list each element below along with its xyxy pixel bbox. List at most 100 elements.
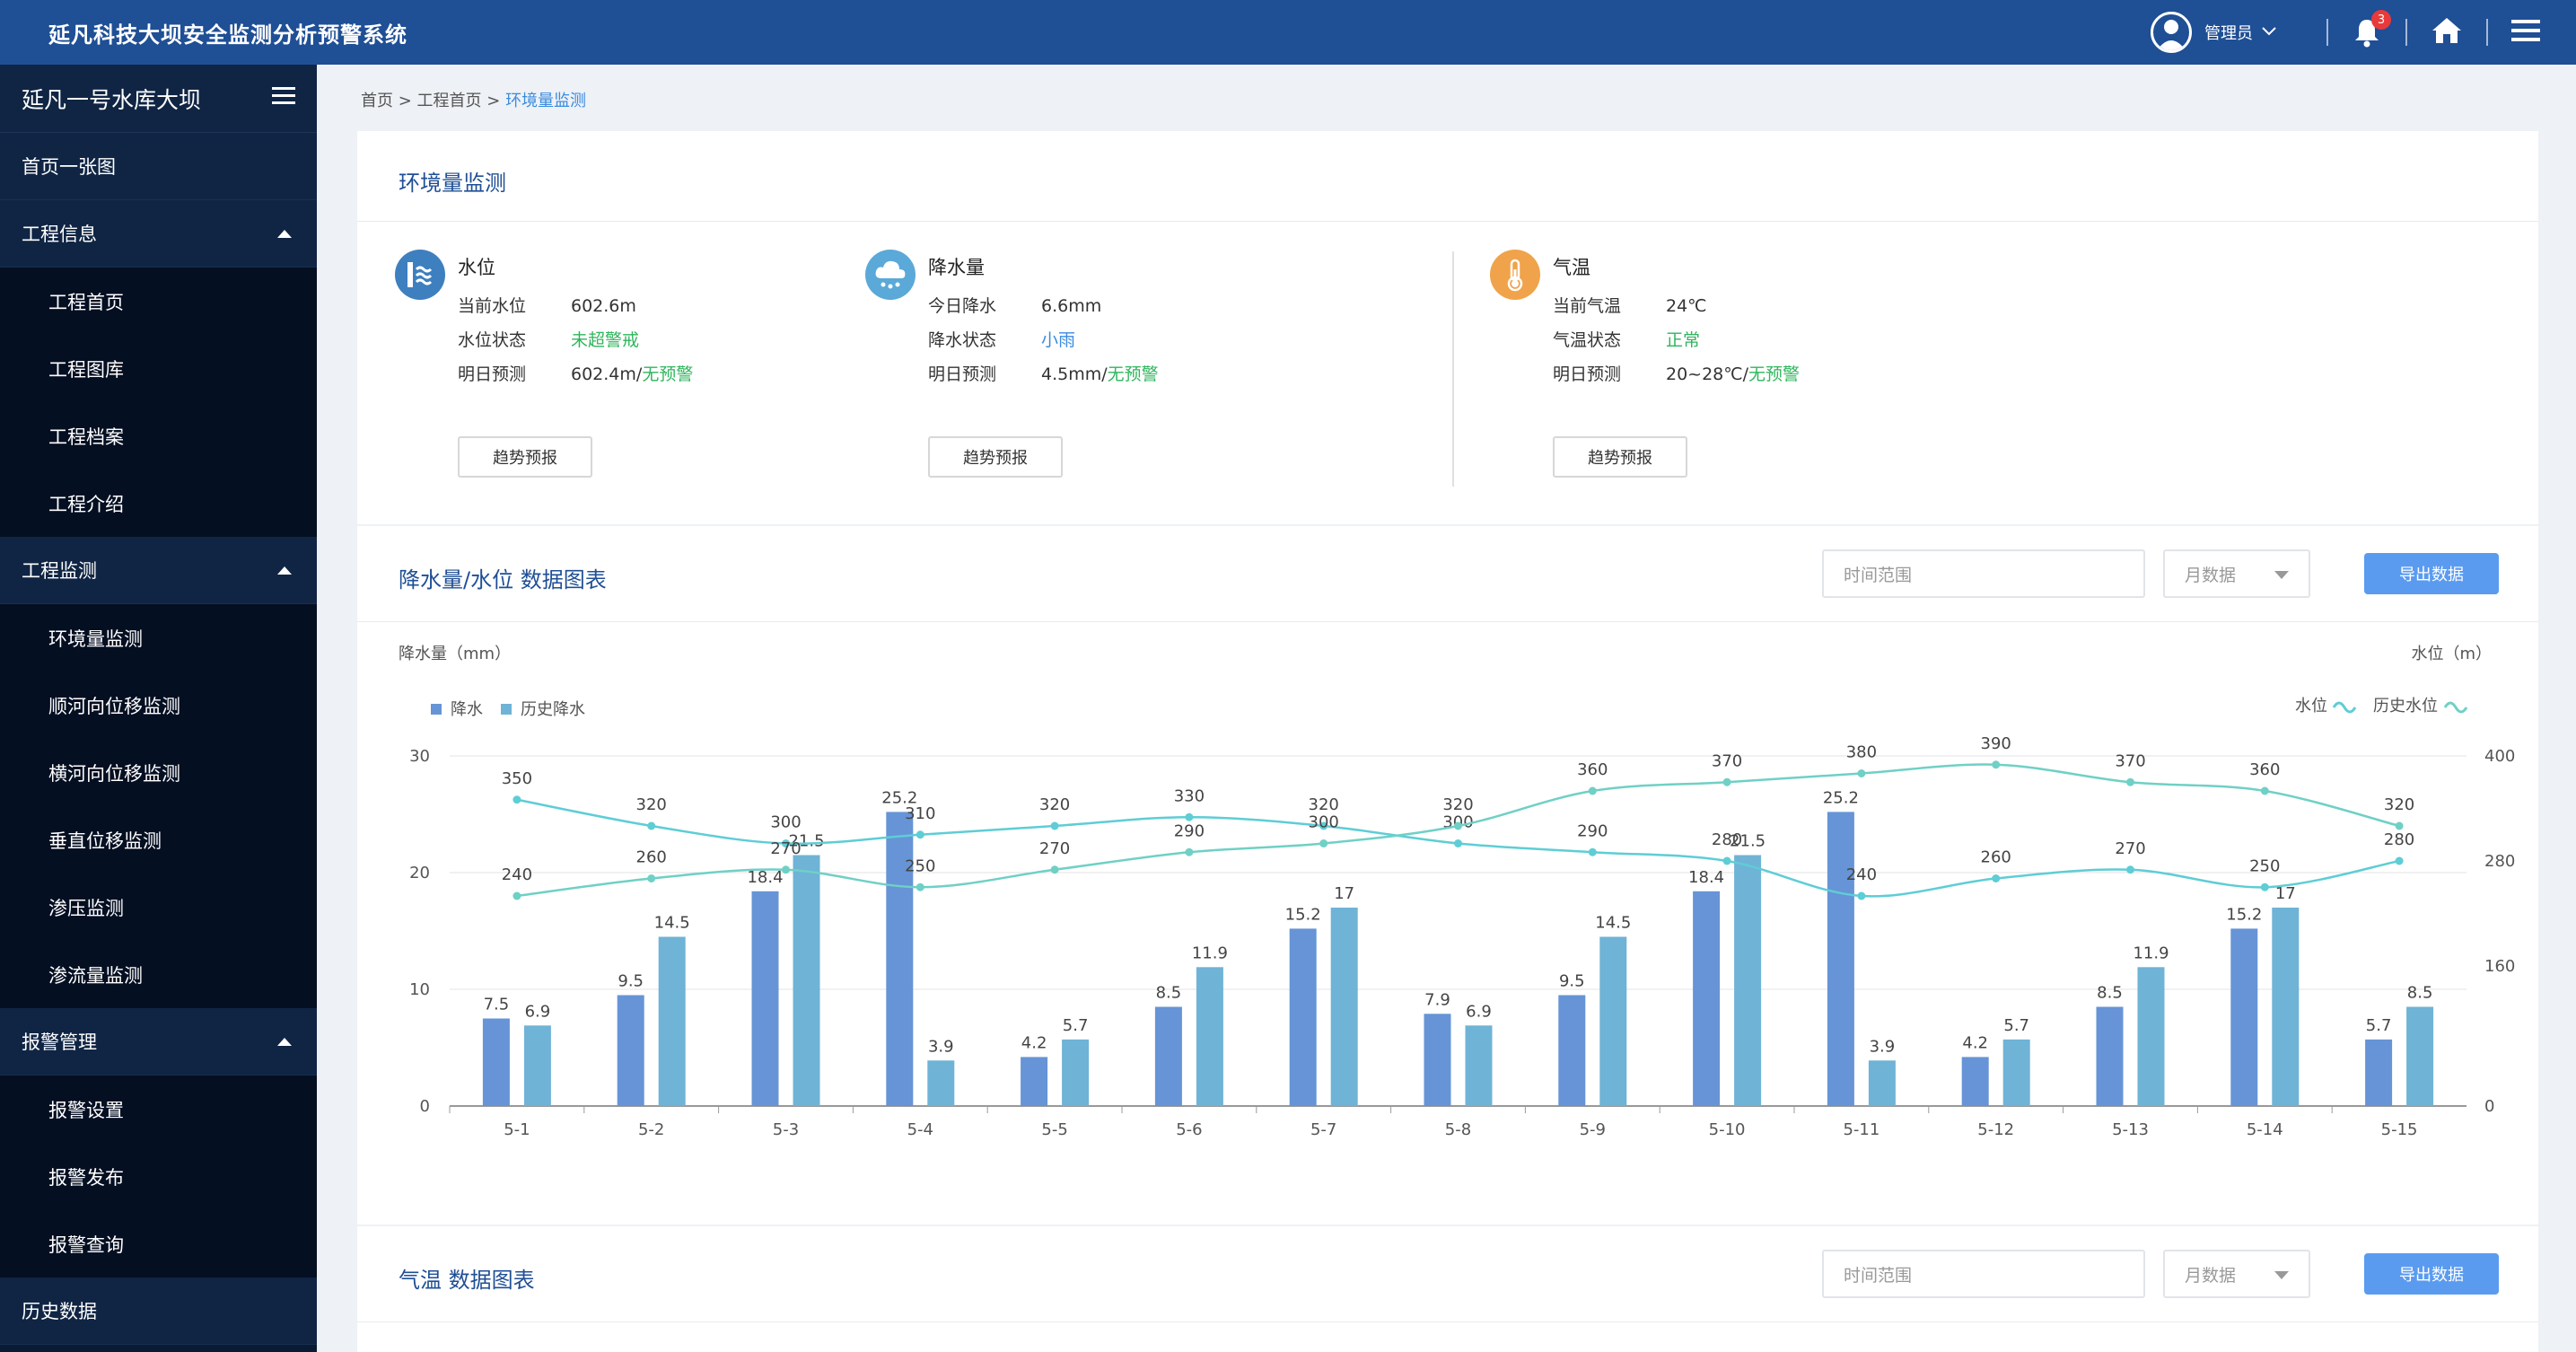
water-trend-button[interactable]: 趋势预报 [458, 436, 592, 478]
sidebar-item-label: 报警管理 [22, 1032, 97, 1053]
y-tick-label: 0 [420, 1097, 430, 1116]
x-tick-label: 5-15 [2381, 1120, 2418, 1139]
bar-hist-rain [1734, 855, 1762, 1106]
bar-label: 3.9 [928, 1037, 954, 1056]
sidebar-item-3[interactable]: 工程图库 [0, 335, 317, 402]
temperature-name: 气温 [1553, 257, 1590, 278]
sidebar-item-14[interactable]: 报警设置 [0, 1075, 317, 1143]
bar-label: 17 [1334, 884, 1354, 903]
bar-label: 14.5 [1595, 914, 1631, 933]
bar-rain [2096, 1006, 2124, 1106]
y-tick-label: 30 [409, 747, 430, 766]
sidebar-item-6[interactable]: 工程监测 [0, 537, 317, 604]
bar-label: 14.5 [654, 914, 690, 933]
temp-period-select[interactable]: 月数据 [2163, 1250, 2310, 1298]
sidebar-item-16[interactable]: 报警查询 [0, 1210, 317, 1277]
env-card-title: 环境量监测 [399, 171, 506, 196]
caret-up-icon[interactable] [277, 229, 292, 238]
bar-label: 5.7 [1063, 1016, 1089, 1035]
sidebar-item-4[interactable]: 工程档案 [0, 402, 317, 470]
chevron-down-icon[interactable] [2262, 25, 2276, 40]
sidebar-item-12[interactable]: 渗流量监测 [0, 941, 317, 1008]
x-tick-label: 5-8 [1445, 1120, 1471, 1139]
line-label: 290 [1174, 821, 1205, 840]
bar-label: 8.5 [2407, 984, 2433, 1003]
line-label: 290 [1577, 821, 1608, 840]
rain-trend-button[interactable]: 趋势预报 [928, 436, 1063, 478]
x-tick-label: 5-6 [1176, 1120, 1202, 1139]
notification-bell-icon[interactable]: 3 [2352, 10, 2391, 48]
menu-icon[interactable] [2511, 18, 2540, 48]
home-icon[interactable] [2431, 16, 2463, 49]
x-tick-label: 5-11 [1843, 1120, 1879, 1139]
bar-rain [2230, 928, 2258, 1106]
bar-label: 8.5 [1156, 984, 1182, 1003]
divider [2405, 19, 2407, 46]
bar-hist-rain [1330, 908, 1358, 1106]
breadcrumb-home[interactable]: 首页 [361, 92, 393, 110]
bar-label: 5.7 [2366, 1016, 2392, 1035]
caret-up-icon[interactable] [277, 566, 292, 575]
sidebar-item-label: 工程介绍 [48, 493, 124, 515]
caret-up-icon[interactable] [277, 1037, 292, 1046]
user-avatar-icon[interactable] [2151, 12, 2192, 53]
sidebar-item-8[interactable]: 顺河向位移监测 [0, 672, 317, 739]
bar-label: 7.9 [1424, 990, 1450, 1009]
sidebar-item-5[interactable]: 工程介绍 [0, 470, 317, 537]
sidebar-item-label: 环境量监测 [48, 628, 143, 650]
bar-label: 15.2 [2226, 905, 2262, 924]
bar-rain [1827, 812, 1854, 1106]
rain-period-select[interactable]: 月数据 [2163, 549, 2310, 598]
sidebar-item-2[interactable]: 工程首页 [0, 268, 317, 335]
temp-status-value: 正常 [1666, 330, 1701, 350]
sidebar-item-13[interactable]: 报警管理 [0, 1008, 317, 1075]
sidebar-item-9[interactable]: 横河向位移监测 [0, 739, 317, 806]
bar-label: 5.7 [2003, 1016, 2029, 1035]
temp-export-button[interactable]: 导出数据 [2364, 1253, 2499, 1295]
rain-time-range-input[interactable]: 时间范围 [1822, 549, 2145, 598]
bar-label: 18.4 [747, 868, 783, 887]
bar-label: 3.9 [1870, 1037, 1896, 1056]
sidebar-item-7[interactable]: 环境量监测 [0, 604, 317, 672]
line-label: 260 [636, 848, 667, 867]
x-tick-label: 5-9 [1580, 1120, 1606, 1139]
sidebar-item-label: 报警查询 [48, 1233, 124, 1256]
bar-rain [617, 995, 644, 1106]
line-label: 280 [1712, 830, 1742, 849]
bar-rain [1154, 1006, 1182, 1106]
sidebar-item-0[interactable]: 首页一张图 [0, 133, 317, 200]
y2-tick-label: 280 [2484, 852, 2515, 871]
line-point [1857, 891, 1866, 900]
x-tick-label: 5-3 [773, 1120, 799, 1139]
user-name[interactable]: 管理员 [2204, 24, 2253, 43]
line-point [782, 839, 790, 847]
sidebar-item-1[interactable]: 工程信息 [0, 200, 317, 268]
line-label: 300 [1309, 813, 1339, 832]
sidebar-item-11[interactable]: 渗压监测 [0, 874, 317, 941]
temp-time-range-input[interactable]: 时间范围 [1822, 1250, 2145, 1298]
line-point [2126, 865, 2134, 874]
temp-current-value: 24℃ [1666, 296, 1707, 316]
legend-label: 降水 [451, 700, 483, 719]
x-tick-label: 5-13 [2112, 1120, 2149, 1139]
sidebar-item-label: 历史数据 [22, 1301, 97, 1322]
sidebar-item-17[interactable]: 历史数据 [0, 1277, 317, 1345]
line-point [1992, 760, 2001, 769]
bar-rain [886, 812, 914, 1106]
rain-water-chart: 降水量（mm） 水位（m）降水 历史降水 水位 历史水位0102030016028040… [399, 645, 2515, 1139]
line-label: 370 [2115, 751, 2145, 770]
sidebar-item-15[interactable]: 报警发布 [0, 1143, 317, 1210]
line-label: 270 [770, 839, 801, 858]
rain-export-button[interactable]: 导出数据 [2364, 553, 2499, 594]
sidebar-item-10[interactable]: 垂直位移监测 [0, 806, 317, 874]
bar-label: 8.5 [2097, 984, 2123, 1003]
breadcrumb-project[interactable]: 工程首页 [416, 92, 482, 110]
bar-rain [1021, 1057, 1048, 1106]
bar-label: 25.2 [1823, 788, 1859, 807]
temp-trend-button[interactable]: 趋势预报 [1553, 436, 1687, 478]
legend-label: 历史降水 [521, 700, 585, 719]
line-label: 310 [905, 804, 935, 823]
collapse-sidebar-icon[interactable] [272, 85, 295, 112]
line-label: 360 [2249, 760, 2280, 779]
dropdown-arrow-icon [2274, 571, 2289, 579]
